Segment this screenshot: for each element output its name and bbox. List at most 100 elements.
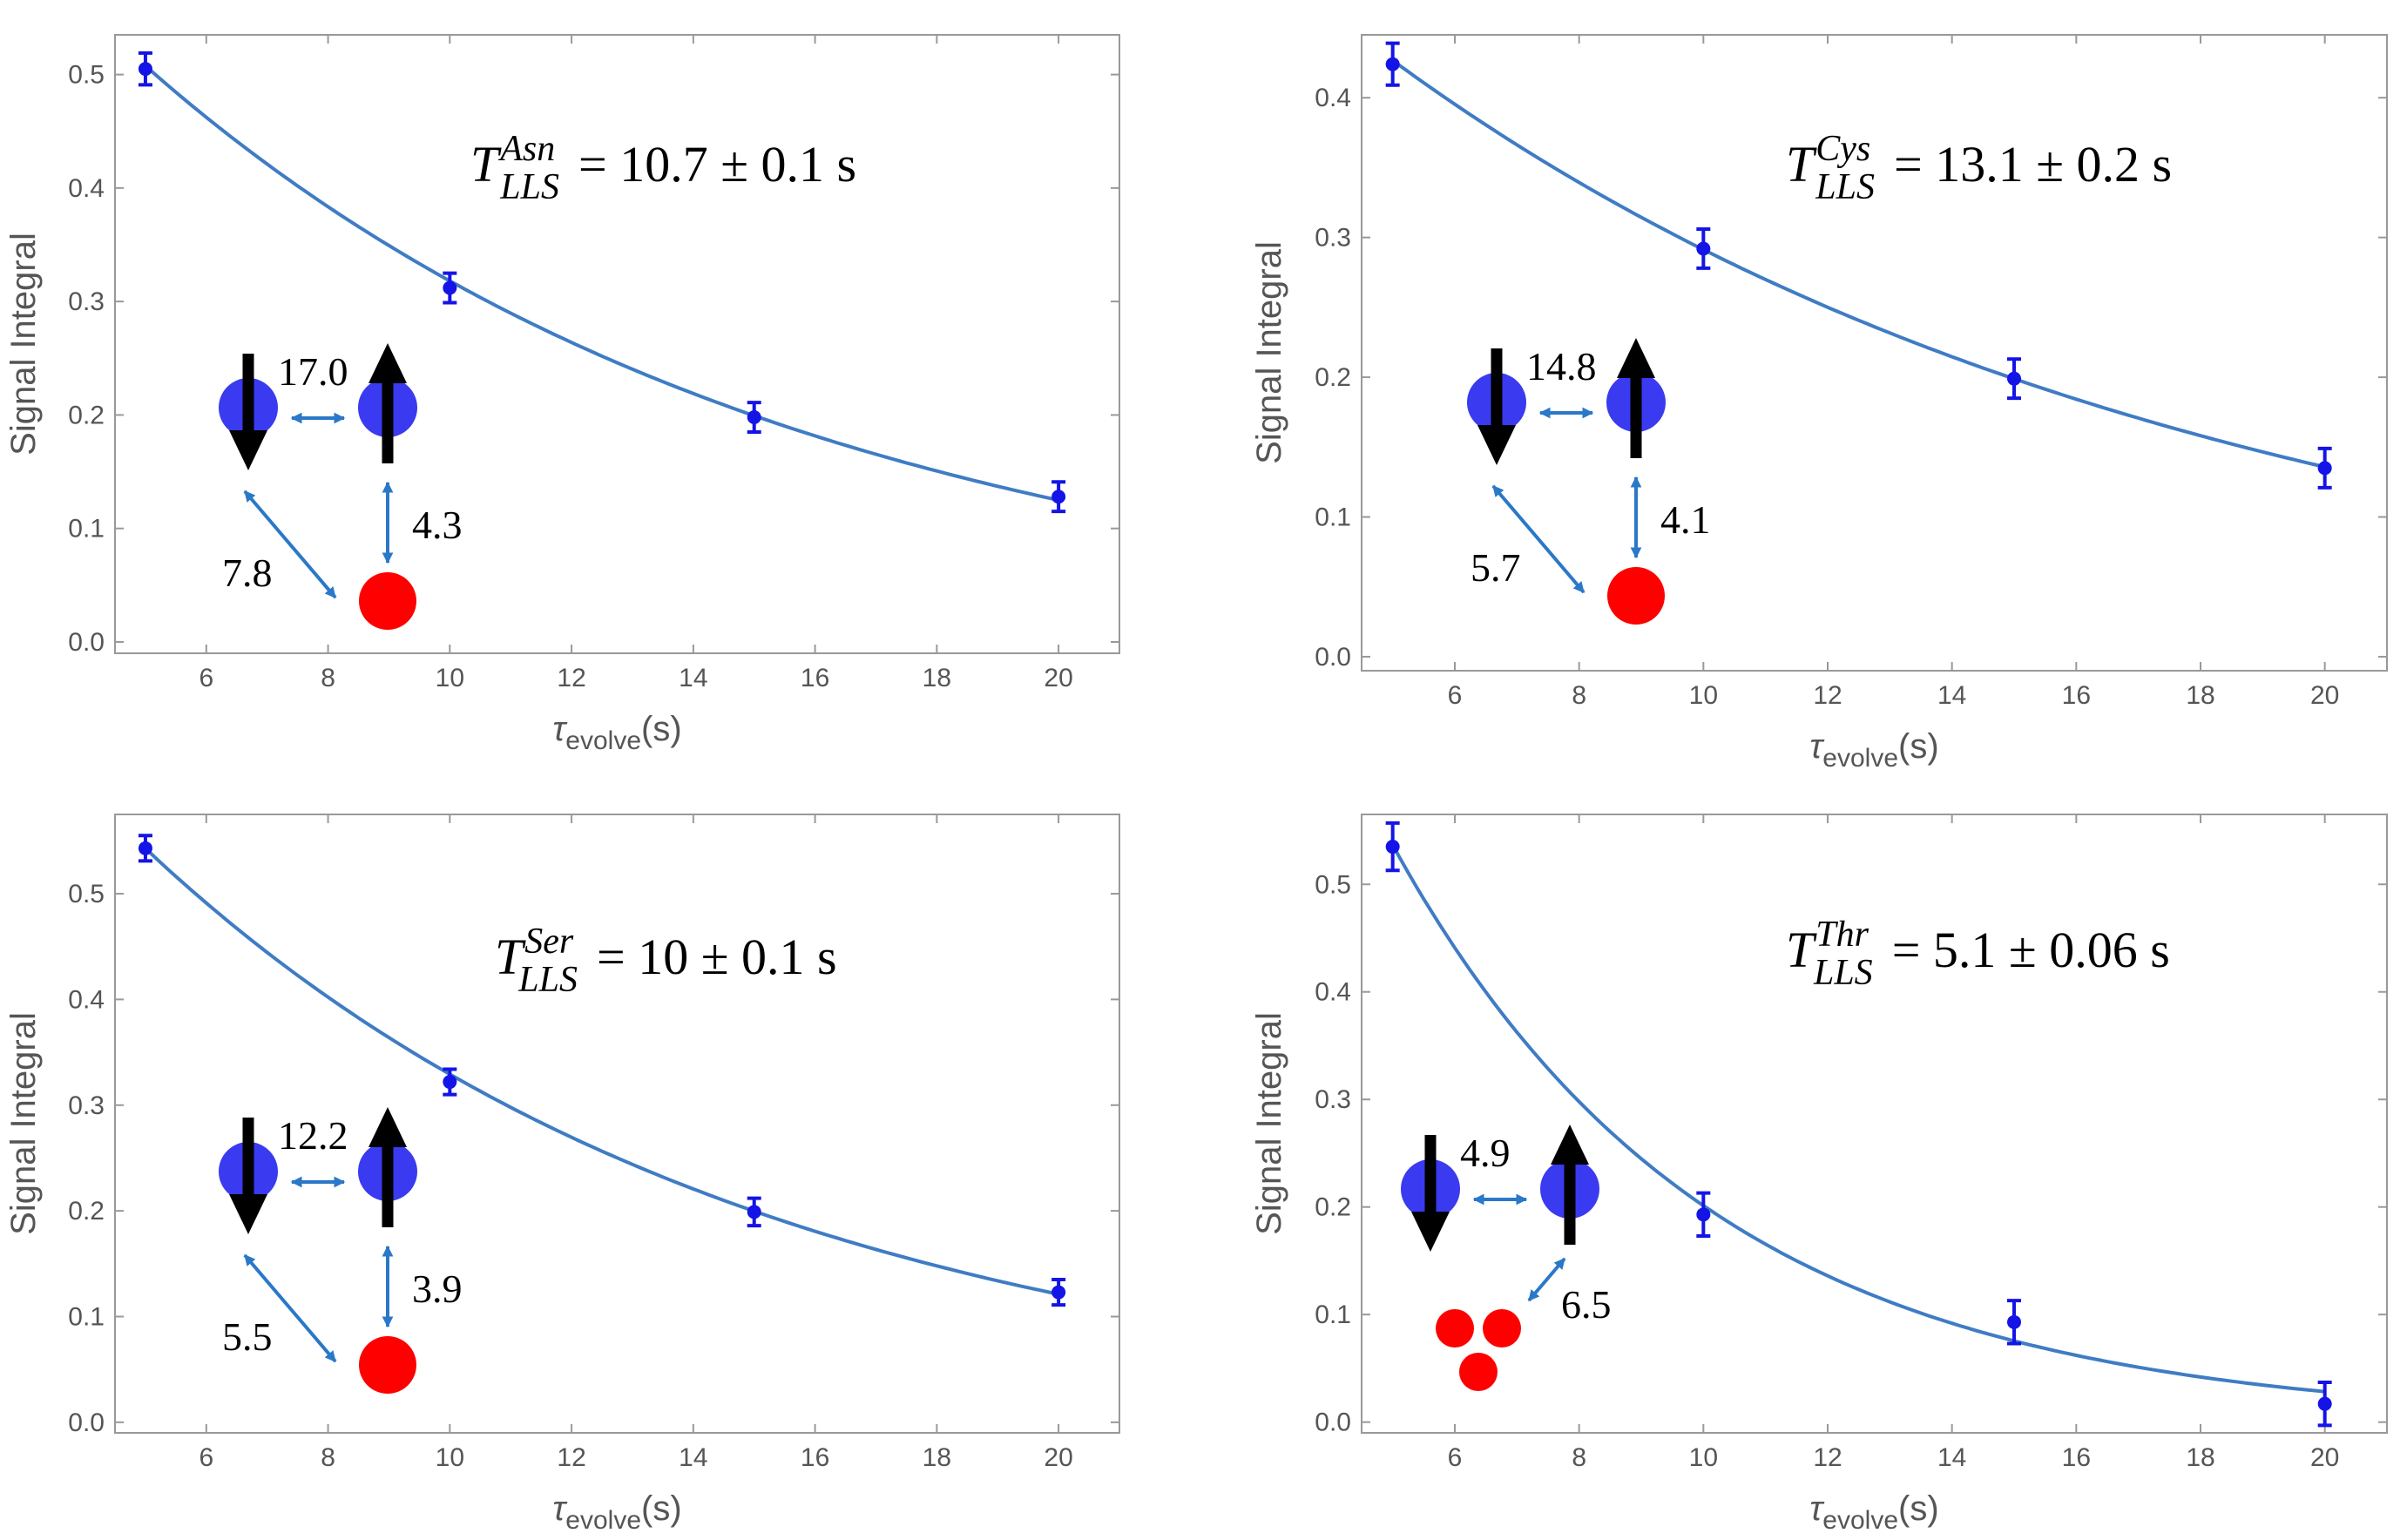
y-tick-label: 0.4	[68, 985, 105, 1014]
relaxation-time-label: TAsn LLS = 10.7 ± 0.1 s	[470, 129, 856, 207]
x-tick-label: 10	[436, 1443, 464, 1472]
chart-panel-ser: 6 8 10 12 14 16 18 20 0.0 0.1 0.2 0.3 0.4 0.5 Signal I…	[4, 814, 1120, 1535]
eq-value: = 10.7 ± 0.1 s	[578, 136, 856, 192]
fit-curve	[144, 847, 1059, 1296]
fit-curve	[144, 64, 1059, 503]
y-tick-label: 0.3	[1315, 224, 1351, 253]
data-point	[2317, 1380, 2332, 1428]
x-tick-label: 8	[1572, 1443, 1586, 1472]
eq-value: = 13.1 ± 0.2 s	[1894, 136, 2172, 192]
relaxation-time-label: TThr LLS = 5.1 ± 0.06 s	[1786, 915, 2170, 993]
x-tick-label: 20	[2310, 1443, 2339, 1472]
eq-superscript: Asn	[497, 129, 555, 169]
x-tick-label: 8	[321, 664, 335, 692]
x-tick-label: 10	[1689, 1443, 1718, 1472]
data-marker	[1385, 57, 1400, 71]
data-marker	[747, 1205, 761, 1219]
data-point	[2007, 1299, 2021, 1346]
chart-panel-thr: 6 8 10 12 14 16 18 20 0.0 0.1 0.2 0.3 0.4 0.5 Signal I…	[1250, 814, 2388, 1535]
plot-frame	[114, 34, 1120, 654]
x-tick-label: 14	[1937, 1443, 1966, 1472]
y-axis-label: Signal Integral	[4, 1012, 43, 1235]
chart-panel-asn: 6 8 10 12 14 16 18 20 0.0 0.1 0.2 0.3 0.4 0.5 Signal I…	[4, 34, 1120, 755]
eq-superscript: Ser	[524, 922, 574, 962]
x-tick-label: 6	[1448, 681, 1463, 710]
data-marker	[1696, 241, 1711, 256]
data-point	[747, 1196, 761, 1228]
data-point	[1051, 480, 1066, 514]
eq-superscript: Cys	[1815, 129, 1870, 169]
data-marker	[2317, 461, 2332, 476]
coupling-constant: 12.2	[278, 1113, 348, 1158]
y-tick-label: 0.1	[1315, 1300, 1351, 1329]
x-axis-label-symbol: τ	[552, 710, 568, 748]
y-tick-label: 0.4	[1315, 978, 1351, 1007]
data-marker	[2317, 1396, 2332, 1411]
data-point	[1696, 1191, 1711, 1239]
x-tick-label: 6	[199, 1443, 213, 1472]
eq-subscript: LLS	[1813, 953, 1873, 993]
data-point	[747, 401, 761, 434]
relaxation-time-label: TCys LLS = 13.1 ± 0.2 s	[1786, 129, 2172, 207]
data-marker	[2007, 1314, 2021, 1329]
down-arrowhead-icon	[1411, 1212, 1450, 1252]
methyl-proton	[1459, 1353, 1498, 1391]
y-tick-label: 0.3	[68, 287, 105, 316]
eq-symbol: T	[470, 136, 502, 192]
y-tick-label: 0.0	[1315, 1408, 1351, 1437]
eq-symbol: T	[1786, 922, 1817, 978]
eq-subscript: LLS	[1815, 167, 1875, 207]
x-axis-label: τevolve(s)	[552, 1489, 681, 1535]
coupling-constant: 4.1	[1660, 497, 1711, 542]
data-point	[443, 271, 457, 305]
x-axis-label: τevolve(s)	[552, 710, 681, 755]
y-tick-label: 0.5	[68, 880, 105, 908]
plot-frame	[114, 814, 1120, 1434]
x-tick-label: 14	[679, 664, 707, 692]
up-arrowhead-icon	[368, 1107, 407, 1147]
y-tick-label: 0.0	[1315, 643, 1351, 672]
x-tick-label: 20	[2310, 681, 2339, 710]
x-tick-label: 8	[321, 1443, 335, 1472]
x-tick-label: 8	[1572, 681, 1586, 710]
y-tick-label: 0.2	[68, 401, 105, 429]
coupling-constant: 3.9	[412, 1266, 463, 1311]
spin-coupling-diagram: 12.2 3.9 5.5	[219, 1107, 463, 1394]
coupling-constant: 14.8	[1526, 344, 1597, 388]
x-axis-label-symbol: τ	[1809, 1489, 1825, 1528]
x-tick-label: 12	[1813, 1443, 1842, 1472]
x-tick-label: 16	[801, 1443, 829, 1472]
x-axis-label: τevolve(s)	[1809, 1489, 1938, 1535]
data-marker	[1051, 1285, 1066, 1300]
methyl-proton	[1436, 1309, 1474, 1348]
y-tick-label: 0.3	[68, 1091, 105, 1120]
coupling-constant: 5.7	[1471, 545, 1521, 590]
eq-symbol: T	[495, 929, 526, 985]
x-tick-label: 16	[2062, 1443, 2091, 1472]
y-tick-label: 0.1	[68, 515, 105, 544]
data-point	[443, 1067, 457, 1097]
x-tick-label: 12	[557, 664, 585, 692]
x-axis-label: τevolve(s)	[1809, 727, 1938, 773]
y-tick-label: 0.3	[1315, 1085, 1351, 1114]
chart-panel-cys: 6 8 10 12 14 16 18 20 0.0 0.1 0.2 0.3 0.4 Signal Inte…	[1250, 34, 2388, 773]
x-axis-label-unit: (s)	[641, 1489, 682, 1528]
eq-subscript: LLS	[517, 960, 578, 1000]
coupling-arrow-vicinal-b	[1491, 484, 1586, 594]
up-arrowhead-icon	[1617, 338, 1655, 378]
eq-value: = 5.1 ± 0.06 s	[1892, 922, 2170, 978]
data-marker	[1696, 1207, 1711, 1222]
x-tick-label: 14	[1937, 681, 1966, 710]
plot-frame	[1361, 34, 2388, 672]
x-axis-label-subscript: evolve	[1822, 744, 1898, 773]
x-tick-label: 12	[557, 1443, 585, 1472]
data-marker	[1385, 840, 1400, 854]
x-axis-label-unit: (s)	[641, 710, 682, 748]
coupling-constant: 4.9	[1460, 1131, 1511, 1175]
x-tick-label: 16	[801, 664, 829, 692]
eq-superscript: Thr	[1815, 915, 1869, 955]
x-tick-label: 10	[436, 664, 464, 692]
data-point	[1051, 1278, 1066, 1307]
eq-value: = 10 ± 0.1 s	[597, 929, 837, 985]
spin-coupling-diagram: 17.0 4.3 7.8	[219, 343, 463, 630]
